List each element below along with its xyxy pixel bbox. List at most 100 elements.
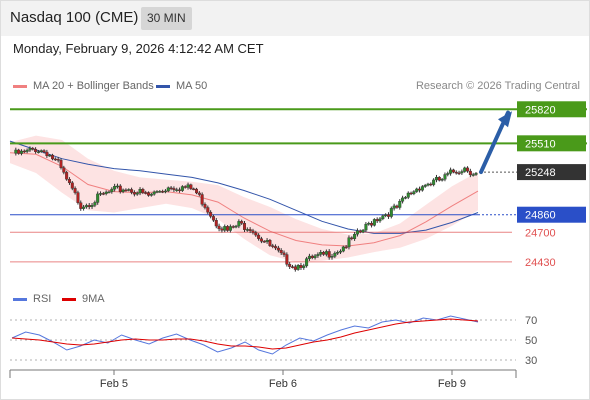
candle-body bbox=[333, 252, 337, 257]
rsi-swatch bbox=[13, 297, 27, 301]
candle-body bbox=[172, 188, 176, 191]
candle-body bbox=[389, 208, 393, 217]
candle-body bbox=[276, 247, 280, 251]
candle-body bbox=[375, 219, 379, 222]
candle-body bbox=[350, 237, 354, 239]
candle-body bbox=[48, 154, 52, 157]
candle-body bbox=[132, 192, 136, 195]
timeframe-badge[interactable]: 30 MIN bbox=[141, 7, 192, 30]
legend-rsi: RSI bbox=[13, 293, 51, 305]
ma50-swatch bbox=[156, 84, 170, 88]
candle-body bbox=[189, 184, 193, 190]
candle-body bbox=[175, 189, 179, 191]
candle-body bbox=[124, 189, 128, 192]
current-price-label: 25248 bbox=[525, 167, 556, 179]
candle-body bbox=[451, 169, 455, 173]
candle-body bbox=[341, 246, 345, 252]
candle-body bbox=[183, 186, 187, 188]
instrument-title: Nasdaq 100 (CME) bbox=[10, 9, 139, 26]
candle-body bbox=[39, 150, 43, 152]
candle-body bbox=[31, 148, 35, 150]
candle-body bbox=[242, 223, 246, 230]
candle-body bbox=[121, 189, 125, 192]
candle-body bbox=[468, 170, 472, 176]
candle-body bbox=[214, 219, 218, 227]
candle-body bbox=[228, 226, 232, 231]
candle-body bbox=[437, 177, 441, 181]
candle-body bbox=[237, 221, 241, 227]
candle-body bbox=[166, 187, 170, 192]
candle-body bbox=[79, 202, 83, 209]
candle-body bbox=[285, 254, 289, 265]
candle-body bbox=[226, 226, 230, 231]
candle-body bbox=[293, 266, 297, 270]
candle-body bbox=[178, 189, 182, 191]
candle-body bbox=[372, 219, 376, 226]
candle-body bbox=[73, 188, 77, 193]
candle-body bbox=[200, 194, 204, 205]
candle-body bbox=[398, 201, 402, 208]
candle-body bbox=[14, 149, 18, 154]
candle-body bbox=[231, 226, 235, 228]
candle-body bbox=[93, 202, 97, 206]
candle-body bbox=[22, 150, 26, 153]
candle-body bbox=[370, 223, 374, 226]
candle-body bbox=[324, 251, 328, 255]
candle-body bbox=[302, 265, 306, 268]
rsi-tick-label: 70 bbox=[525, 315, 537, 327]
candle-body bbox=[209, 211, 213, 217]
candle-body bbox=[203, 204, 207, 208]
candle-body bbox=[144, 192, 148, 194]
candle-body bbox=[163, 190, 167, 193]
research-credit: Research © 2026 Trading Central bbox=[415, 80, 580, 92]
candle-body bbox=[104, 191, 108, 194]
pivot-label-box bbox=[517, 206, 586, 223]
candle-body bbox=[17, 149, 21, 154]
bollinger-band bbox=[10, 135, 478, 262]
candle-body bbox=[138, 189, 142, 194]
candle-body bbox=[274, 246, 278, 249]
candle-body bbox=[251, 230, 255, 233]
candle-body bbox=[327, 251, 331, 258]
candle-body bbox=[412, 191, 416, 194]
candle-body bbox=[240, 221, 244, 224]
candle-body bbox=[420, 186, 424, 191]
candle-body bbox=[217, 225, 221, 230]
candle-body bbox=[113, 186, 117, 190]
candle-body bbox=[28, 148, 32, 151]
candle-body bbox=[336, 252, 340, 254]
rsi-tick-label: 50 bbox=[525, 335, 537, 347]
candle-body bbox=[296, 265, 300, 270]
candle-body bbox=[353, 233, 357, 239]
rsi-line bbox=[11, 315, 479, 355]
candle-body bbox=[395, 205, 399, 208]
current-price-label-box bbox=[517, 164, 586, 181]
candle-body bbox=[192, 188, 196, 191]
resistance-label: 25510 bbox=[525, 138, 556, 150]
candle-body bbox=[322, 252, 326, 255]
candle-body bbox=[288, 264, 292, 267]
candle-body bbox=[223, 226, 227, 231]
candle-body bbox=[434, 177, 438, 181]
candle-body bbox=[310, 255, 314, 258]
support-label: 24700 bbox=[525, 227, 556, 239]
candle-body bbox=[254, 232, 258, 236]
candle-body bbox=[307, 255, 311, 259]
candle-body bbox=[454, 171, 458, 174]
candle-body bbox=[471, 174, 475, 176]
candle-body bbox=[426, 183, 430, 186]
candle-body bbox=[474, 173, 478, 175]
candle-body bbox=[149, 193, 153, 196]
legend-rsi-label: RSI bbox=[33, 293, 52, 305]
legend-rsi-ma: 9MA bbox=[62, 293, 105, 305]
candle-body bbox=[96, 193, 100, 203]
candle-body bbox=[67, 179, 71, 184]
candle-body bbox=[265, 240, 269, 242]
candle-body bbox=[110, 188, 114, 193]
candle-body bbox=[245, 229, 249, 231]
candle-body bbox=[87, 205, 91, 207]
candle-body bbox=[65, 172, 69, 180]
x-tick-label: Feb 9 bbox=[438, 378, 466, 390]
support-label: 24430 bbox=[525, 257, 556, 269]
